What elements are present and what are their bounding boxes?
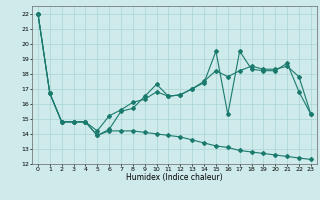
X-axis label: Humidex (Indice chaleur): Humidex (Indice chaleur) [126, 173, 223, 182]
